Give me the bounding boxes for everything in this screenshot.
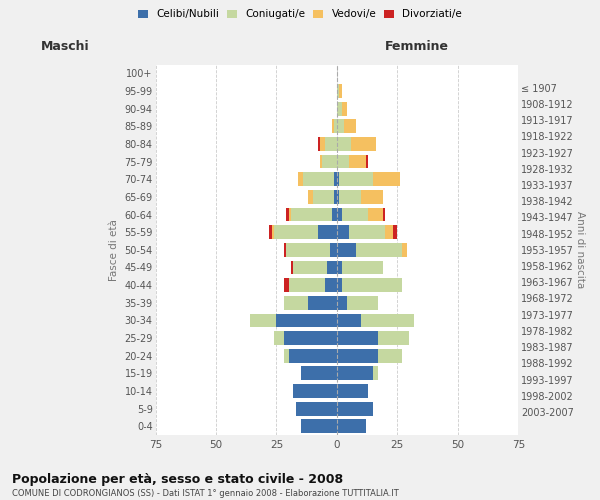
- Bar: [337, 226, 349, 239]
- Bar: [274, 331, 284, 345]
- Bar: [337, 243, 356, 256]
- Bar: [378, 331, 409, 345]
- Bar: [337, 331, 378, 345]
- Bar: [337, 349, 378, 362]
- Bar: [289, 278, 325, 292]
- Bar: [325, 137, 337, 151]
- Bar: [320, 137, 325, 151]
- Text: COMUNE DI CODRONGIANOS (SS) - Dati ISTAT 1° gennaio 2008 - Elaborazione TUTTITAL: COMUNE DI CODRONGIANOS (SS) - Dati ISTAT…: [12, 489, 399, 498]
- Bar: [303, 172, 334, 186]
- Bar: [327, 260, 337, 274]
- Bar: [373, 366, 378, 380]
- Bar: [332, 120, 334, 133]
- Bar: [332, 208, 337, 222]
- Bar: [308, 190, 313, 204]
- Bar: [337, 208, 342, 222]
- Bar: [301, 366, 337, 380]
- Bar: [320, 154, 322, 168]
- Bar: [392, 226, 397, 239]
- Bar: [277, 314, 337, 328]
- Bar: [296, 402, 337, 415]
- Bar: [337, 278, 342, 292]
- Bar: [356, 243, 402, 256]
- Bar: [286, 243, 329, 256]
- Bar: [293, 384, 337, 398]
- Bar: [344, 120, 356, 133]
- Bar: [342, 278, 402, 292]
- Bar: [308, 296, 337, 310]
- Bar: [334, 172, 337, 186]
- Bar: [378, 349, 402, 362]
- Bar: [272, 226, 274, 239]
- Bar: [342, 208, 368, 222]
- Bar: [317, 137, 320, 151]
- Bar: [298, 172, 303, 186]
- Bar: [337, 172, 340, 186]
- Bar: [334, 190, 337, 204]
- Bar: [284, 296, 308, 310]
- Bar: [368, 208, 383, 222]
- Bar: [361, 190, 383, 204]
- Bar: [337, 402, 373, 415]
- Bar: [402, 243, 407, 256]
- Bar: [337, 102, 342, 116]
- Bar: [301, 420, 337, 433]
- Bar: [337, 120, 344, 133]
- Y-axis label: Anni di nascita: Anni di nascita: [575, 211, 585, 288]
- Bar: [340, 172, 373, 186]
- Text: Femmine: Femmine: [385, 40, 449, 54]
- Bar: [337, 190, 340, 204]
- Bar: [342, 260, 383, 274]
- Bar: [250, 314, 277, 328]
- Bar: [284, 331, 337, 345]
- Bar: [340, 190, 361, 204]
- Bar: [337, 296, 347, 310]
- Bar: [340, 84, 342, 98]
- Bar: [313, 190, 334, 204]
- Bar: [289, 208, 291, 222]
- Bar: [352, 137, 376, 151]
- Bar: [329, 243, 337, 256]
- Bar: [383, 208, 385, 222]
- Bar: [347, 296, 378, 310]
- Bar: [337, 154, 349, 168]
- Bar: [349, 154, 366, 168]
- Bar: [291, 260, 293, 274]
- Bar: [286, 208, 289, 222]
- Bar: [274, 226, 317, 239]
- Bar: [284, 278, 289, 292]
- Bar: [337, 366, 373, 380]
- Bar: [361, 314, 414, 328]
- Bar: [342, 102, 347, 116]
- Bar: [317, 226, 337, 239]
- Bar: [291, 208, 332, 222]
- Bar: [366, 154, 368, 168]
- Legend: Celibi/Nubili, Coniugati/e, Vedovi/e, Divorziati/e: Celibi/Nubili, Coniugati/e, Vedovi/e, Di…: [134, 5, 466, 24]
- Bar: [325, 278, 337, 292]
- Bar: [337, 84, 340, 98]
- Bar: [334, 120, 337, 133]
- Bar: [349, 226, 385, 239]
- Bar: [293, 260, 327, 274]
- Bar: [337, 420, 366, 433]
- Bar: [322, 154, 337, 168]
- Bar: [284, 349, 289, 362]
- Bar: [373, 172, 400, 186]
- Y-axis label: Fasce di età: Fasce di età: [109, 219, 119, 281]
- Bar: [385, 226, 392, 239]
- Bar: [269, 226, 272, 239]
- Bar: [337, 137, 352, 151]
- Bar: [284, 243, 286, 256]
- Text: Popolazione per età, sesso e stato civile - 2008: Popolazione per età, sesso e stato civil…: [12, 472, 343, 486]
- Bar: [289, 349, 337, 362]
- Bar: [337, 314, 361, 328]
- Text: Maschi: Maschi: [41, 40, 89, 54]
- Bar: [337, 384, 368, 398]
- Bar: [337, 260, 342, 274]
